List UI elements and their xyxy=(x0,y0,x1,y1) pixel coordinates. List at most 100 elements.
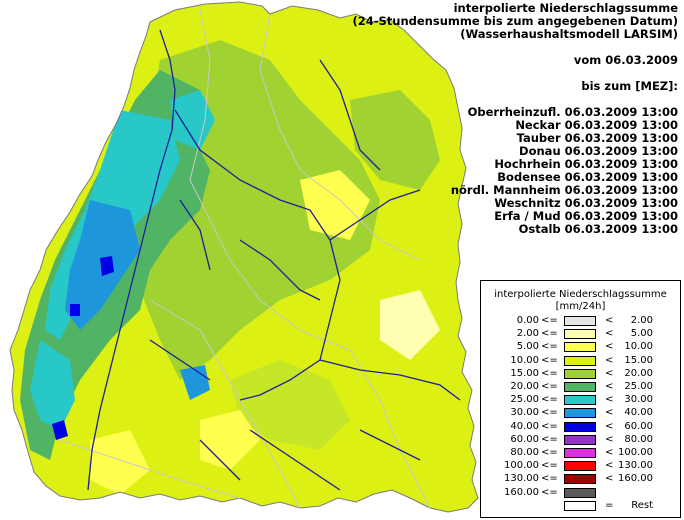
legend-row: 2.00 <= <5.00 xyxy=(481,328,680,340)
legend-from-value: 2.00 xyxy=(516,328,539,340)
legend-op-right: < xyxy=(605,394,614,406)
legend-to-value: 20.00 xyxy=(624,367,653,379)
legend-from-value: 130.00 xyxy=(504,473,539,485)
legend-row: 20.00 <= <25.00 xyxy=(481,381,680,393)
basin-line: Ostalb 06.03.2009 13:00 xyxy=(518,222,678,236)
legend-op-right: < xyxy=(605,460,614,472)
legend-from-value: 160.00 xyxy=(504,486,539,498)
legend-to-value: 160.00 xyxy=(618,473,653,485)
legend-swatch xyxy=(564,382,596,392)
legend-op-right: < xyxy=(605,420,614,432)
legend-op-left: <= xyxy=(541,381,558,392)
legend-from-value: 40.00 xyxy=(510,420,539,432)
basin-line: Weschnitz 06.03.2009 13:00 xyxy=(494,196,678,210)
header-until: bis zum [MEZ]: xyxy=(581,79,678,93)
legend-from-value: 20.00 xyxy=(510,381,539,392)
legend-row: 15.00 <= <20.00 xyxy=(481,368,680,380)
legend-op-right: < xyxy=(605,407,614,419)
legend-to-value: 130.00 xyxy=(618,460,653,472)
legend-from-value: 15.00 xyxy=(510,367,539,379)
legend-op-right: < xyxy=(605,341,614,353)
rivers xyxy=(87,29,461,491)
legend-unit: [mm/24h] xyxy=(555,301,606,312)
legend-from-value: 25.00 xyxy=(510,394,539,406)
basin-line: Bodensee 06.03.2009 13:00 xyxy=(497,170,678,184)
legend-to-value: 80.00 xyxy=(624,433,653,445)
legend-op-left: <= xyxy=(541,394,558,406)
legend-op-right: < xyxy=(605,473,614,485)
legend-op-right: < xyxy=(605,433,614,445)
legend-row: 25.00 <= <30.00 xyxy=(481,394,680,406)
legend-to-value: 40.00 xyxy=(624,407,653,419)
legend-op-left: <= xyxy=(541,420,558,432)
legend-op-left: <= xyxy=(541,354,558,366)
legend-row: = Rest xyxy=(481,500,680,512)
header-model: (Wasserhaushaltsmodell LARSIM) xyxy=(460,27,678,41)
legend-swatch xyxy=(564,421,596,432)
legend-to-value: 60.00 xyxy=(624,420,653,432)
legend-op-left: <= xyxy=(541,473,558,485)
legend-box: interpolierte Niederschlagssumme [mm/24h… xyxy=(480,280,681,518)
legend-swatch xyxy=(564,368,596,379)
legend-to-value: 25.00 xyxy=(624,381,653,392)
legend-from-value: 5.00 xyxy=(516,341,539,353)
legend-op-left: <= xyxy=(541,315,558,326)
basin-line: Donau 06.03.2009 13:00 xyxy=(519,144,678,158)
legend-row: 100.00 <= <130.00 xyxy=(481,460,680,472)
legend-row: 160.00 <= xyxy=(481,487,680,499)
legend-to-value: Rest xyxy=(631,499,653,511)
basin-line: nördl. Mannheim 06.03.2009 13:00 xyxy=(450,183,678,197)
legend-op-left: <= xyxy=(541,341,558,353)
legend-from-value: 30.00 xyxy=(510,407,539,419)
legend-to-value: 15.00 xyxy=(624,354,653,366)
legend-swatch xyxy=(564,329,596,340)
legend-title-block: interpolierte Niederschlagssumme [mm/24h… xyxy=(481,289,680,313)
map-header: interpolierte Niederschlagssumme (24-Stu… xyxy=(352,2,678,236)
legend-op-right: < xyxy=(605,381,614,392)
legend-op-left: <= xyxy=(541,367,558,379)
legend-row: 60.00 <= <80.00 xyxy=(481,434,680,446)
legend-from-value: 100.00 xyxy=(504,460,539,472)
legend-op-right: < xyxy=(605,328,614,340)
legend-from-value: 0.00 xyxy=(516,315,539,326)
basin-line: Hochrhein 06.03.2009 13:00 xyxy=(494,157,678,171)
legend-from-value: 60.00 xyxy=(510,433,539,445)
legend-swatch xyxy=(564,448,596,458)
legend-op-right: = xyxy=(605,499,614,511)
legend-from-value: 10.00 xyxy=(510,354,539,366)
legend-row: 5.00 <= <10.00 xyxy=(481,341,680,353)
legend-to-value: 10.00 xyxy=(624,341,653,353)
legend-swatch xyxy=(564,461,596,472)
legend-row: 0.00 <= <2.00 xyxy=(481,315,680,327)
legend-swatch xyxy=(564,408,596,419)
legend-row: 130.00 <= <160.00 xyxy=(481,473,680,485)
legend-row: 10.00 <= <15.00 xyxy=(481,355,680,367)
basin-line: Erfa / Mud 06.03.2009 13:00 xyxy=(494,209,678,223)
legend-swatch xyxy=(564,434,596,445)
legend-row: 40.00 <= <60.00 xyxy=(481,421,680,433)
legend-swatch xyxy=(564,342,596,353)
basin-line: Oberrheinzufl. 06.03.2009 13:00 xyxy=(467,105,678,119)
legend-to-value: 100.00 xyxy=(618,447,653,458)
legend-row: 80.00 <= <100.00 xyxy=(481,447,680,459)
legend-to-value: 5.00 xyxy=(630,328,653,340)
header-subtitle: (24-Stundensumme bis zum angegebenen Dat… xyxy=(352,14,678,28)
legend-swatch xyxy=(564,500,596,511)
legend-swatch xyxy=(564,355,596,366)
legend-to-value: 30.00 xyxy=(624,394,653,406)
legend-swatch xyxy=(564,395,596,406)
legend-op-left: <= xyxy=(541,447,558,458)
legend-swatch xyxy=(564,316,596,326)
legend-op-left: <= xyxy=(541,486,558,498)
legend-op-left: <= xyxy=(541,433,558,445)
legend-op-right: < xyxy=(605,367,614,379)
legend-title: interpolierte Niederschlagssumme xyxy=(494,289,667,300)
legend-op-left: <= xyxy=(541,328,558,340)
legend-op-right: < xyxy=(605,447,614,458)
basin-line: Neckar 06.03.2009 13:00 xyxy=(515,118,678,132)
legend-swatch xyxy=(564,487,596,498)
legend-op-left: <= xyxy=(541,460,558,472)
legend-to-value: 2.00 xyxy=(630,315,653,326)
legend-row: 30.00 <= <40.00 xyxy=(481,407,680,419)
